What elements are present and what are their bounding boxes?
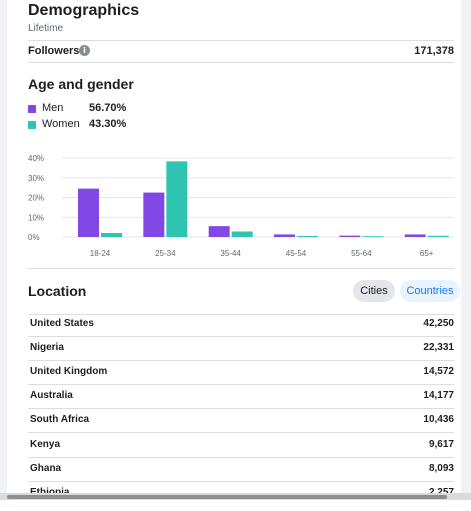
legend-name-men: Men <box>42 102 64 114</box>
y-tick-label: 0% <box>28 233 40 242</box>
row-divider <box>28 384 454 385</box>
x-tick-label: 18-24 <box>90 249 111 258</box>
country-value: 14,572 <box>423 366 454 377</box>
bar-men-25-34 <box>143 192 165 237</box>
x-tick-label: 55-64 <box>351 249 372 258</box>
legend-swatch-men <box>28 105 36 113</box>
list-item: Kenya 9,617 <box>28 439 454 463</box>
legend-value-women: 43.30% <box>89 118 127 130</box>
x-tick-label: 25-34 <box>155 249 176 258</box>
location-title: Location <box>28 283 87 299</box>
x-tick-label: 45-54 <box>286 249 307 258</box>
legend-name-women: Women <box>42 118 80 130</box>
row-divider <box>28 336 454 337</box>
row-divider <box>28 408 454 409</box>
list-item: Australia 14,177 <box>28 390 454 414</box>
list-item: South Africa 10,436 <box>28 414 454 438</box>
row-divider <box>28 457 454 458</box>
bar-women-25-34 <box>166 161 188 237</box>
row-divider <box>28 432 454 433</box>
divider <box>28 62 454 63</box>
country-name: United Kingdom <box>30 366 108 377</box>
followers-label: Followers <box>28 45 80 57</box>
y-tick-label: 10% <box>28 213 44 222</box>
list-item: Ghana 8,093 <box>28 463 454 487</box>
bar-men-35-44 <box>208 226 230 237</box>
list-item: United States 42,250 <box>28 318 454 342</box>
bar-women-18-24 <box>101 233 122 237</box>
page-background-right <box>461 0 471 500</box>
country-name: Nigeria <box>30 342 64 353</box>
country-value: 14,177 <box>423 390 454 401</box>
country-name: South Africa <box>30 414 90 425</box>
x-tick-label: 65+ <box>420 249 434 258</box>
followers-value: 171,378 <box>414 45 454 57</box>
country-value: 10,436 <box>423 414 454 425</box>
age-gender-title: Age and gender <box>28 76 134 92</box>
country-value: 8,093 <box>428 463 454 474</box>
bar-women-35-44 <box>231 231 253 237</box>
country-name: Ghana <box>30 463 62 474</box>
y-tick-label: 30% <box>28 174 44 183</box>
country-name: Australia <box>30 390 73 401</box>
bar-men-55-64 <box>339 235 361 237</box>
demographics-subtitle: Lifetime <box>28 23 64 34</box>
divider <box>28 268 454 269</box>
divider <box>28 314 454 315</box>
list-item: Nigeria 22,331 <box>28 342 454 366</box>
info-icon[interactable]: i <box>79 45 90 56</box>
country-value: 42,250 <box>423 318 454 329</box>
age-gender-bar-chart: 0% 10% 20% 30% 40% 18-24 25-34 35-44 45-54 55-64 6… <box>28 154 454 258</box>
country-value: 2,257 <box>429 487 454 498</box>
demographics-title: Demographics <box>28 2 140 19</box>
y-tick-label: 20% <box>28 194 44 203</box>
page-background-left <box>0 0 7 500</box>
country-name: United States <box>30 318 94 329</box>
bar-women-45-54 <box>297 236 318 237</box>
y-tick-label: 40% <box>28 154 44 163</box>
bar-men-18-24 <box>78 188 99 237</box>
tab-cities[interactable]: Cities <box>353 280 395 302</box>
country-name: Ethiopia <box>30 487 69 498</box>
scrollbar-thumb[interactable] <box>7 495 447 499</box>
demographics-card: Demographics Lifetime Followers i 171,37… <box>14 0 460 500</box>
x-tick-label: 35-44 <box>220 249 241 258</box>
list-item: Ethiopia 2,257 <box>28 487 454 511</box>
list-item: United Kingdom 14,572 <box>28 366 454 390</box>
country-value: 22,331 <box>423 342 454 353</box>
country-name: Kenya <box>30 439 61 450</box>
row-divider <box>28 360 454 361</box>
bar-women-55-64 <box>362 236 384 238</box>
legend-swatch-women <box>28 121 36 129</box>
row-divider <box>28 481 454 482</box>
bar-men-65+ <box>404 234 426 237</box>
country-value: 9,617 <box>428 439 454 450</box>
tab-countries[interactable]: Countries <box>400 280 460 302</box>
bar-women-65+ <box>427 235 449 237</box>
bar-men-45-54 <box>274 234 295 237</box>
legend-value-men: 56.70% <box>89 102 127 114</box>
divider <box>28 40 454 41</box>
